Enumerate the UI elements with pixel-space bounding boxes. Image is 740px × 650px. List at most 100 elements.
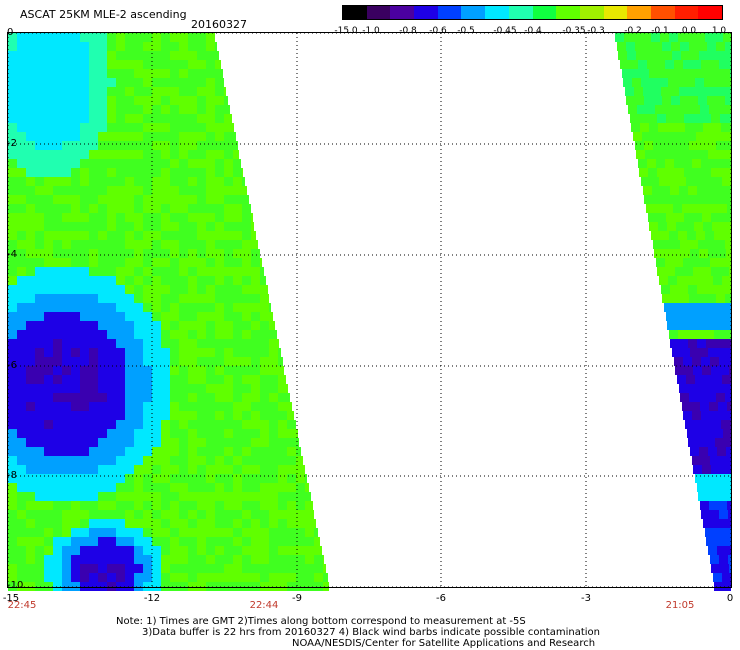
swath-cell bbox=[53, 267, 62, 276]
swath-cell bbox=[724, 87, 731, 96]
swath-cell bbox=[224, 483, 233, 492]
swath-cell bbox=[684, 168, 693, 177]
swath-cell bbox=[125, 96, 134, 105]
swath-cell bbox=[17, 42, 26, 51]
swath-cell bbox=[206, 249, 215, 258]
swath-cell bbox=[152, 195, 161, 204]
swath-cell bbox=[634, 87, 643, 96]
swath-cell bbox=[152, 366, 161, 375]
swath-cell bbox=[71, 411, 80, 420]
swath-cell bbox=[224, 447, 233, 456]
swath-cell bbox=[44, 33, 53, 42]
swath-cell bbox=[224, 321, 233, 330]
swath-cell bbox=[107, 186, 116, 195]
swath-cell bbox=[53, 564, 62, 573]
swath-cell bbox=[80, 312, 89, 321]
swath-cell bbox=[71, 465, 80, 474]
swath-cell bbox=[44, 312, 53, 321]
colorbar-segment bbox=[603, 6, 628, 19]
swath-cell bbox=[134, 402, 143, 411]
swath-cell bbox=[62, 276, 71, 285]
swath-cell bbox=[690, 447, 699, 456]
swath-cell bbox=[170, 411, 179, 420]
swath-cell bbox=[729, 168, 731, 177]
swath-cell bbox=[152, 393, 161, 402]
swath-cell bbox=[80, 528, 89, 537]
swath-cell bbox=[152, 258, 161, 267]
swath-cell bbox=[116, 348, 125, 357]
swath-cell bbox=[107, 159, 116, 168]
swath-cell bbox=[206, 420, 215, 429]
swath-cell bbox=[269, 330, 277, 339]
swath-cell bbox=[242, 519, 251, 528]
swath-cell bbox=[713, 276, 722, 285]
swath-cell bbox=[8, 276, 17, 285]
swath-cell bbox=[206, 348, 215, 357]
swath-cell bbox=[714, 33, 723, 42]
swath-cell bbox=[699, 249, 708, 258]
swath-cell bbox=[179, 375, 188, 384]
swath-cell bbox=[188, 204, 197, 213]
swath-cell bbox=[667, 321, 676, 330]
swath-cell bbox=[197, 123, 206, 132]
swath-cell bbox=[694, 69, 703, 78]
swath-cell bbox=[71, 537, 80, 546]
swath-cell bbox=[260, 411, 269, 420]
swath-cell bbox=[17, 159, 26, 168]
swath-cell bbox=[224, 555, 233, 564]
swath-cell bbox=[116, 231, 125, 240]
swath-cell bbox=[71, 204, 80, 213]
swath-cell bbox=[98, 294, 107, 303]
swath-cell bbox=[188, 546, 197, 555]
swath-cell bbox=[648, 114, 657, 123]
swath-cell bbox=[8, 195, 17, 204]
swath-cell bbox=[242, 195, 249, 204]
swath-cell bbox=[170, 375, 179, 384]
swath-cell bbox=[35, 366, 44, 375]
swath-cell bbox=[242, 258, 251, 267]
swath-cell bbox=[107, 303, 116, 312]
swath-cell bbox=[224, 258, 233, 267]
swath-cell bbox=[726, 348, 731, 357]
swath-cell bbox=[134, 177, 143, 186]
swath-cell bbox=[179, 312, 188, 321]
swath-cell bbox=[224, 474, 233, 483]
swath-cell bbox=[188, 501, 197, 510]
swath-cell bbox=[627, 51, 636, 60]
swath-cell bbox=[260, 312, 269, 321]
swath-cell bbox=[53, 528, 62, 537]
swath-cell bbox=[215, 177, 224, 186]
swath-cell bbox=[71, 258, 80, 267]
swath-cell bbox=[305, 528, 314, 537]
swath-cell bbox=[80, 564, 89, 573]
swath-cell bbox=[695, 474, 704, 483]
swath-cell bbox=[134, 492, 143, 501]
swath-cell bbox=[17, 366, 26, 375]
swath-cell bbox=[152, 267, 161, 276]
swath-cell bbox=[98, 528, 107, 537]
swath-cell bbox=[251, 285, 260, 294]
swath-cell bbox=[26, 555, 35, 564]
swath-cell bbox=[161, 96, 170, 105]
colorbar-segment bbox=[698, 6, 722, 19]
swath-cell bbox=[305, 483, 309, 492]
swath-cell bbox=[53, 456, 62, 465]
swath-cell bbox=[714, 330, 723, 339]
swath-cell bbox=[71, 501, 80, 510]
swath-cell bbox=[8, 348, 17, 357]
swath-cell bbox=[206, 501, 215, 510]
swath-cell bbox=[116, 42, 125, 51]
swath-cell bbox=[269, 474, 278, 483]
swath-cell bbox=[699, 51, 708, 60]
swath-cell bbox=[89, 447, 98, 456]
swath-cell bbox=[89, 366, 98, 375]
swath-cell bbox=[107, 33, 116, 42]
swath-cell bbox=[305, 564, 314, 573]
swath-cell bbox=[215, 231, 224, 240]
swath-cell bbox=[170, 240, 179, 249]
swath-cell bbox=[116, 204, 125, 213]
swath-cell bbox=[665, 60, 674, 69]
swath-cell bbox=[660, 231, 669, 240]
swath-cell bbox=[89, 303, 98, 312]
swath-cell bbox=[44, 195, 53, 204]
